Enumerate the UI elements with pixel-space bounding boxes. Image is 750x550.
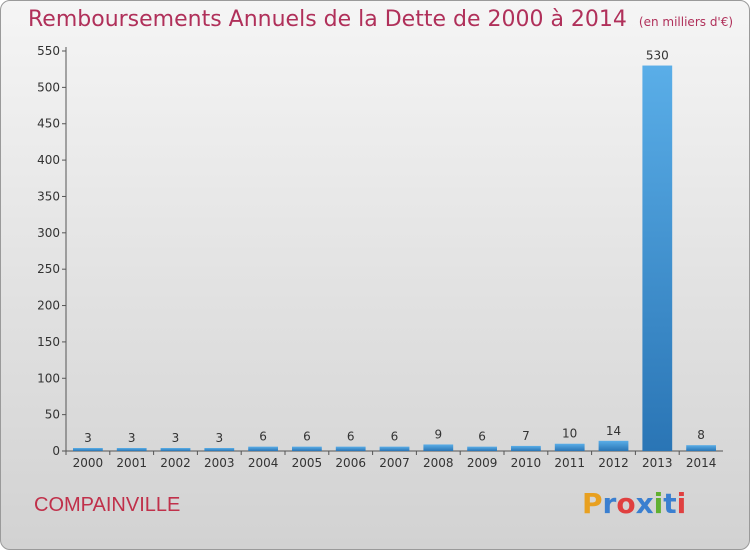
data-label: 6: [259, 430, 267, 444]
logo-letter: i: [653, 487, 664, 520]
data-label: 7: [522, 429, 530, 443]
bars: [73, 65, 716, 451]
logo-letter: t: [663, 487, 677, 520]
logo-letter: x: [635, 487, 654, 520]
proxiti-logo: Proxiti: [582, 487, 686, 520]
logo-letter: o: [616, 487, 636, 520]
x-tick-label: 2006: [335, 456, 366, 470]
data-labels: 3 3 3 3 6 6 6 6 9 6 7 10 14 530 8: [84, 49, 705, 445]
bar: [292, 446, 322, 451]
bar: [554, 443, 585, 451]
y-tick-label: 350: [37, 189, 60, 203]
x-tick-label: 2008: [423, 456, 454, 470]
chart-subtitle: (en milliers d'€): [638, 15, 734, 29]
bar: [160, 448, 191, 451]
y-tick-label: 550: [37, 44, 60, 58]
y-tick-label: 200: [37, 299, 60, 313]
logo-letter: r: [602, 487, 617, 520]
bar: [467, 446, 497, 451]
title-text: Remboursements Annuels de la Dette de 20…: [28, 7, 627, 32]
bar: [686, 445, 716, 451]
bar: [379, 446, 410, 451]
y-tick-label: 150: [37, 335, 60, 349]
x-tick-label: 2013: [642, 456, 673, 470]
x-tick-label: 2003: [204, 456, 235, 470]
data-label: 6: [303, 430, 311, 444]
data-label: 6: [391, 430, 399, 444]
city-name: COMPAINVILLE: [34, 494, 181, 516]
data-label: 6: [478, 430, 486, 444]
bar: [598, 440, 629, 451]
data-label: 3: [84, 431, 92, 445]
x-tick-label: 2012: [598, 456, 629, 470]
y-tick-label: 500: [37, 80, 60, 94]
x-tick-label: 2000: [73, 456, 104, 470]
y-tick-label: 250: [37, 262, 60, 276]
data-label: 9: [434, 427, 442, 441]
bar: [335, 446, 366, 451]
y-tick-label: 300: [37, 226, 60, 240]
y-tick-label: 100: [37, 371, 60, 385]
data-label: 6: [347, 430, 355, 444]
bar: [511, 445, 541, 451]
x-tick-label: 2010: [511, 456, 542, 470]
bar: [248, 446, 278, 451]
x-tick-label: 2001: [116, 456, 147, 470]
x-tick-label: 2002: [160, 456, 191, 470]
x-tick-label: 2009: [467, 456, 498, 470]
data-label: 530: [646, 49, 669, 63]
data-label: 14: [606, 424, 621, 438]
y-tick-label: 50: [45, 408, 60, 422]
x-tick-label: 2005: [292, 456, 323, 470]
data-label: 3: [172, 431, 180, 445]
x-tick-label: 2007: [379, 456, 410, 470]
y-tick-label: 450: [37, 117, 60, 131]
bar: [642, 65, 673, 451]
y-tick-label: 400: [37, 153, 60, 167]
bar: [423, 444, 454, 451]
data-label: 3: [215, 431, 223, 445]
x-tick-label: 2004: [248, 456, 279, 470]
x-tick-label: 2014: [686, 456, 717, 470]
axes: 0 50 100 150 200 250 300 350 400 450 500 550 2000 200…: [37, 44, 723, 470]
x-tick-label: 2011: [554, 456, 585, 470]
bar: [73, 448, 103, 451]
chart-title: Remboursements Annuels de la Dette de 20…: [28, 7, 733, 32]
data-label: 3: [128, 431, 136, 445]
bar: [116, 448, 147, 451]
bar: [204, 448, 235, 451]
logo-letter: i: [676, 487, 687, 520]
data-label: 10: [562, 427, 577, 441]
data-label: 8: [697, 428, 705, 442]
y-tick-label: 0: [52, 444, 60, 458]
logo-letter: P: [582, 487, 603, 520]
